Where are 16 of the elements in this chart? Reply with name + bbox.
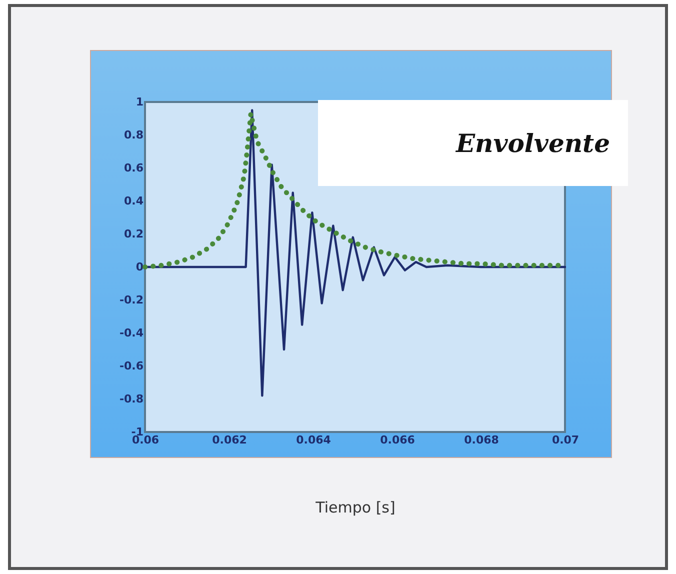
y-tick-label: -0.8 — [119, 392, 144, 406]
y-tick-label: 1 — [136, 96, 144, 108]
y-tick-label: 0.8 — [124, 128, 144, 142]
y-tick-label: -0.4 — [119, 326, 144, 340]
x-axis-title: Tiempo [s] — [314, 498, 396, 516]
y-tick-label: -0.2 — [119, 294, 144, 306]
x-tick-label: 0.07 — [552, 434, 580, 446]
y-tick-label: 0.2 — [124, 228, 144, 240]
x-tick-label: 0.068 — [464, 434, 499, 446]
x-tick-label: 0.062 — [212, 434, 247, 446]
x-tick-label: 0.066 — [380, 434, 416, 446]
y-tick-label: -0.6 — [119, 360, 144, 372]
x-tick-label: 0.064 — [296, 434, 332, 446]
y-tick-label: 0 — [136, 260, 144, 274]
y-tick-label: 0.4 — [124, 194, 144, 208]
y-tick-label: 0.6 — [124, 162, 144, 174]
